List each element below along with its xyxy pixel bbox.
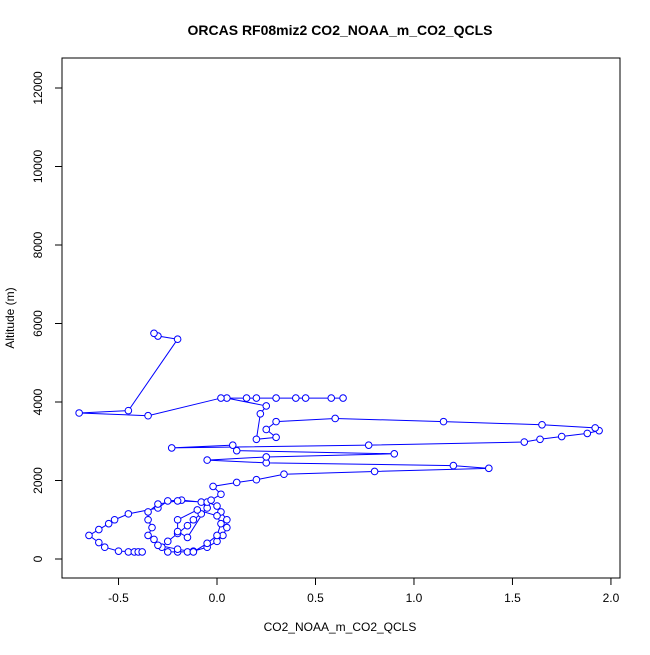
- point: [150, 329, 158, 338]
- point: [95, 538, 103, 547]
- point: [189, 515, 198, 524]
- point: [223, 523, 231, 532]
- point: [252, 394, 261, 402]
- y-tick-label: 10000: [31, 149, 45, 183]
- point: [163, 548, 172, 556]
- x-axis-label: CO2_NOAA_m_CO2_QCLS: [264, 620, 417, 634]
- point: [167, 444, 176, 452]
- point: [144, 531, 152, 540]
- point: [232, 478, 241, 487]
- point: [213, 512, 221, 520]
- point: [114, 547, 123, 555]
- point: [485, 464, 493, 473]
- y-tick-label: 8000: [31, 231, 45, 258]
- chart-title: ORCAS RF08miz2 CO2_NOAA_m_CO2_QCLS: [188, 22, 493, 38]
- point: [583, 429, 592, 438]
- y-tick-label: 6000: [31, 310, 45, 337]
- point: [173, 335, 182, 343]
- point: [183, 533, 192, 542]
- point: [536, 435, 544, 444]
- point: [124, 510, 133, 518]
- point: [189, 548, 198, 556]
- point: [256, 409, 265, 418]
- point: [163, 497, 172, 505]
- point: [213, 531, 221, 540]
- point: [217, 490, 225, 499]
- point: [100, 543, 109, 552]
- point: [272, 394, 280, 402]
- point: [173, 545, 182, 553]
- point: [520, 438, 529, 446]
- point: [144, 411, 152, 420]
- point: [591, 424, 599, 432]
- point: [154, 541, 162, 550]
- point: [439, 417, 448, 426]
- point: [173, 527, 182, 536]
- point: [538, 420, 546, 429]
- point: [217, 519, 225, 528]
- point: [327, 394, 336, 402]
- point: [203, 456, 211, 464]
- point: [203, 539, 211, 548]
- point: [213, 502, 221, 510]
- point: [262, 425, 271, 434]
- point: [183, 521, 192, 530]
- x-tick-label: 0.0: [209, 591, 226, 605]
- x-tick-label: 2.0: [603, 591, 620, 605]
- point: [262, 402, 271, 410]
- point: [173, 515, 182, 524]
- point: [95, 525, 103, 534]
- point: [364, 441, 373, 449]
- point: [144, 515, 152, 524]
- point: [85, 531, 93, 540]
- point: [173, 497, 182, 505]
- point: [207, 496, 215, 504]
- point: [252, 435, 261, 444]
- point: [262, 453, 271, 461]
- point: [370, 467, 379, 476]
- x-tick-label: 1.5: [504, 591, 521, 605]
- point: [217, 394, 225, 402]
- point: [242, 394, 251, 402]
- point: [110, 515, 119, 524]
- point: [449, 461, 458, 470]
- point: [228, 441, 237, 449]
- point: [138, 548, 146, 556]
- y-tick-label: 0: [31, 555, 45, 562]
- point: [193, 506, 202, 514]
- point: [280, 470, 288, 479]
- point: [331, 414, 339, 423]
- y-axis-label: Altitude (m): [3, 287, 17, 348]
- y-tick-label: 12000: [31, 71, 45, 105]
- point: [154, 500, 162, 508]
- x-tick-label: -0.5: [108, 591, 129, 605]
- point: [124, 406, 133, 415]
- point: [163, 537, 172, 546]
- point: [75, 409, 83, 417]
- point: [223, 515, 231, 524]
- plot-frame: [61, 57, 621, 579]
- point: [209, 482, 217, 491]
- point: [232, 446, 241, 455]
- point: [252, 475, 261, 484]
- x-tick-label: 0.5: [307, 591, 324, 605]
- y-tick-label: 2000: [31, 467, 45, 494]
- point: [272, 433, 280, 442]
- point: [148, 523, 156, 532]
- point: [291, 394, 300, 402]
- point: [339, 394, 347, 402]
- point: [557, 432, 566, 441]
- point: [390, 450, 399, 458]
- series-line: [79, 332, 601, 553]
- point: [104, 519, 113, 528]
- point: [272, 417, 280, 426]
- x-tick-label: 1.0: [406, 591, 423, 605]
- point: [150, 535, 158, 544]
- point: [144, 508, 152, 516]
- point: [301, 394, 310, 402]
- y-tick-label: 4000: [31, 388, 45, 415]
